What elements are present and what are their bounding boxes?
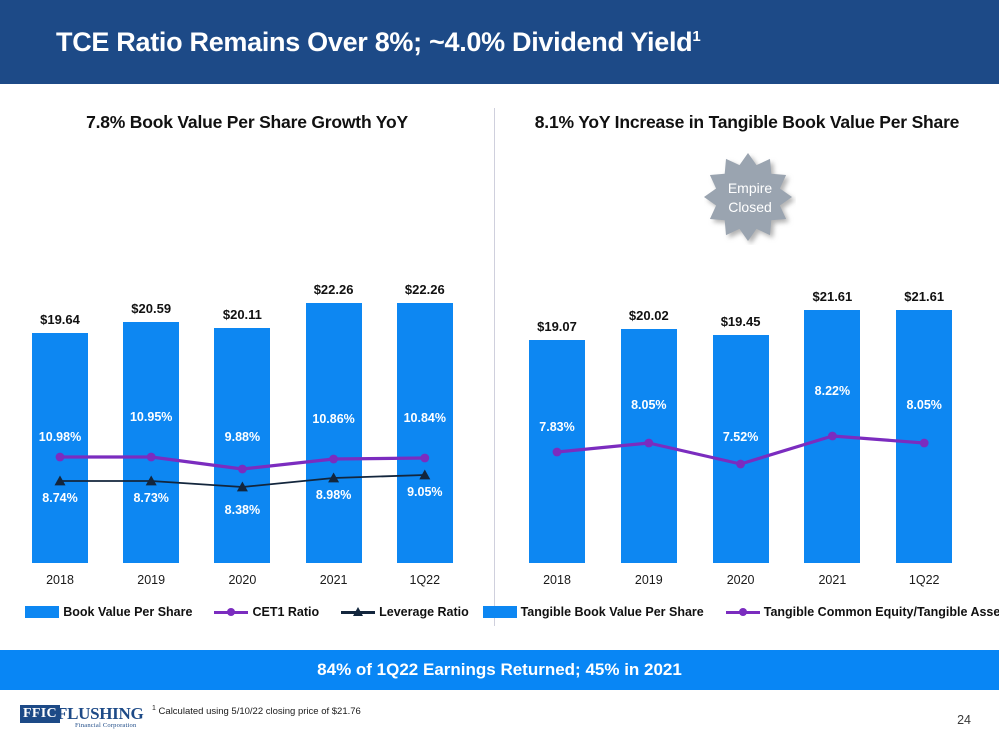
empire-closed-badge-text: Empire Closed [704, 179, 796, 217]
bar [32, 333, 88, 563]
bar [804, 310, 861, 563]
page-title: TCE Ratio Remains Over 8%; ~4.0% Dividen… [56, 27, 701, 58]
line-value-label: 8.22% [814, 384, 851, 398]
logo-ticker-mark: FFIC [20, 705, 60, 723]
bar [529, 339, 585, 563]
bar-value-label: $22.26 [313, 281, 354, 297]
line-value-label: 8.98% [315, 488, 352, 502]
line-value-label: 8.38% [224, 503, 261, 517]
legend-label: CET1 Ratio [252, 605, 320, 619]
category-label: 1Q22 [409, 573, 441, 587]
bar [396, 302, 453, 563]
badge-line-2: Closed [728, 199, 772, 215]
starburst-icon [704, 153, 792, 241]
bar [712, 335, 769, 563]
bar-value-label: $21.61 [812, 289, 853, 305]
page-title-footnote-marker: 1 [692, 28, 701, 45]
legend-item-cet1-ratio[interactable]: CET1 Ratio [214, 605, 319, 619]
category-label: 2021 [319, 573, 348, 587]
category-label: 2020 [726, 573, 755, 587]
line-value-label: 8.73% [133, 491, 169, 505]
legend-item-leverage-ratio[interactable]: Leverage Ratio [341, 605, 469, 619]
category-label: 2019 [634, 573, 663, 587]
bar-value-label: $19.45 [720, 314, 761, 330]
footnote: 1 Calculated using 5/10/22 closing price… [152, 704, 361, 717]
legend-label: Tangible Book Value Per Share [520, 605, 704, 619]
bar [305, 302, 362, 563]
bar-value-label: $20.11 [222, 306, 262, 322]
line-marker-triangle-icon [341, 606, 376, 618]
line-value-label: 9.05% [407, 485, 443, 499]
legend-book-value: Book Value Per Share CET1 Ratio Leverage… [0, 605, 494, 619]
line-value-label: 10.98% [38, 430, 82, 444]
bar-value-label: $20.02 [628, 307, 669, 323]
line-value-label: 8.74% [42, 491, 78, 505]
legend-tangible-book-value: Tangible Book Value Per Share Tangible C… [482, 605, 999, 619]
legend-item-tangible-common-equity[interactable]: Tangible Common Equity/Tangible Assets [725, 605, 999, 619]
page-title-text: TCE Ratio Remains Over 8%; ~4.0% Dividen… [56, 27, 693, 57]
bar-swatch-icon [482, 606, 517, 618]
category-label: 2018 [543, 573, 571, 587]
footer-banner-text: 84% of 1Q22 Earnings Returned; 45% in 20… [317, 660, 682, 679]
legend-item-tangible-book-value-per-share[interactable]: Tangible Book Value Per Share [482, 605, 704, 619]
header-banner [0, 0, 999, 84]
line-value-label: 10.84% [403, 411, 446, 425]
chart-panel-tangible-book-value: 8.1% YoY Increase in Tangible Book Value… [482, 84, 999, 629]
line-value-label: 10.95% [129, 410, 173, 424]
line-marker-circle-icon [214, 606, 249, 618]
logo-wordmark: FLUSHING [57, 704, 144, 723]
bar [123, 322, 180, 563]
chart-title-book-value: 7.8% Book Value Per Share Growth YoY [86, 112, 408, 132]
legend-label: Book Value Per Share [63, 605, 193, 619]
badge-line-1: Empire [727, 180, 773, 196]
bar-value-label: $19.07 [537, 318, 577, 334]
legend-item-book-value-per-share[interactable]: Book Value Per Share [25, 605, 192, 619]
line-value-label: 10.86% [312, 412, 355, 426]
page-number: 24 [957, 713, 971, 727]
line-value-label: 8.05% [906, 398, 942, 412]
chart-title-tangible-book-value: 8.1% YoY Increase in Tangible Book Value… [534, 112, 960, 132]
footnote-marker: 1 [152, 704, 156, 712]
bar-swatch-icon [25, 606, 60, 618]
logo-tagline: Financial Corporation [75, 722, 137, 729]
legend-label: Tangible Common Equity/Tangible Assets [763, 605, 999, 619]
bar-value-label: $19.64 [40, 312, 80, 328]
line-value-label: 8.05% [631, 398, 667, 412]
footnote-text: Calculated using 5/10/22 closing price o… [155, 706, 361, 717]
category-label: 2018 [46, 573, 74, 587]
bar [896, 310, 953, 563]
bar-value-label: $22.26 [404, 281, 445, 297]
line-marker-circle-icon [725, 606, 760, 618]
line-value-label: 7.83% [539, 420, 575, 434]
bar [620, 328, 677, 563]
line-value-label: 9.88% [224, 430, 261, 444]
bar-value-label: $20.59 [131, 301, 172, 317]
bar [214, 327, 271, 563]
footer-banner [0, 650, 999, 690]
panel-divider [494, 108, 495, 626]
category-label: 1Q22 [908, 573, 940, 587]
legend-label: Leverage Ratio [379, 605, 469, 619]
chart-panel-book-value: 7.8% Book Value Per Share Growth YoY $19… [0, 84, 494, 629]
category-label: 2019 [137, 573, 166, 587]
bar-value-label: $21.61 [904, 289, 945, 305]
category-label: 2021 [818, 573, 847, 587]
category-label: 2020 [228, 573, 257, 587]
company-logo: FFIC FLUSHING Financial Corporation [20, 704, 148, 735]
empire-closed-badge: Empire Closed [704, 153, 796, 245]
line-value-label: 7.52% [722, 430, 759, 444]
plot-area-book-value: $19.64 2018 $20.59 2019 $20.11 2020 $22.26 2021… [0, 84, 494, 629]
plot-area-tangible-book-value: $19.07 2018 $20.02 2019 $19.45 2020 $21.61 2021… [495, 84, 999, 629]
